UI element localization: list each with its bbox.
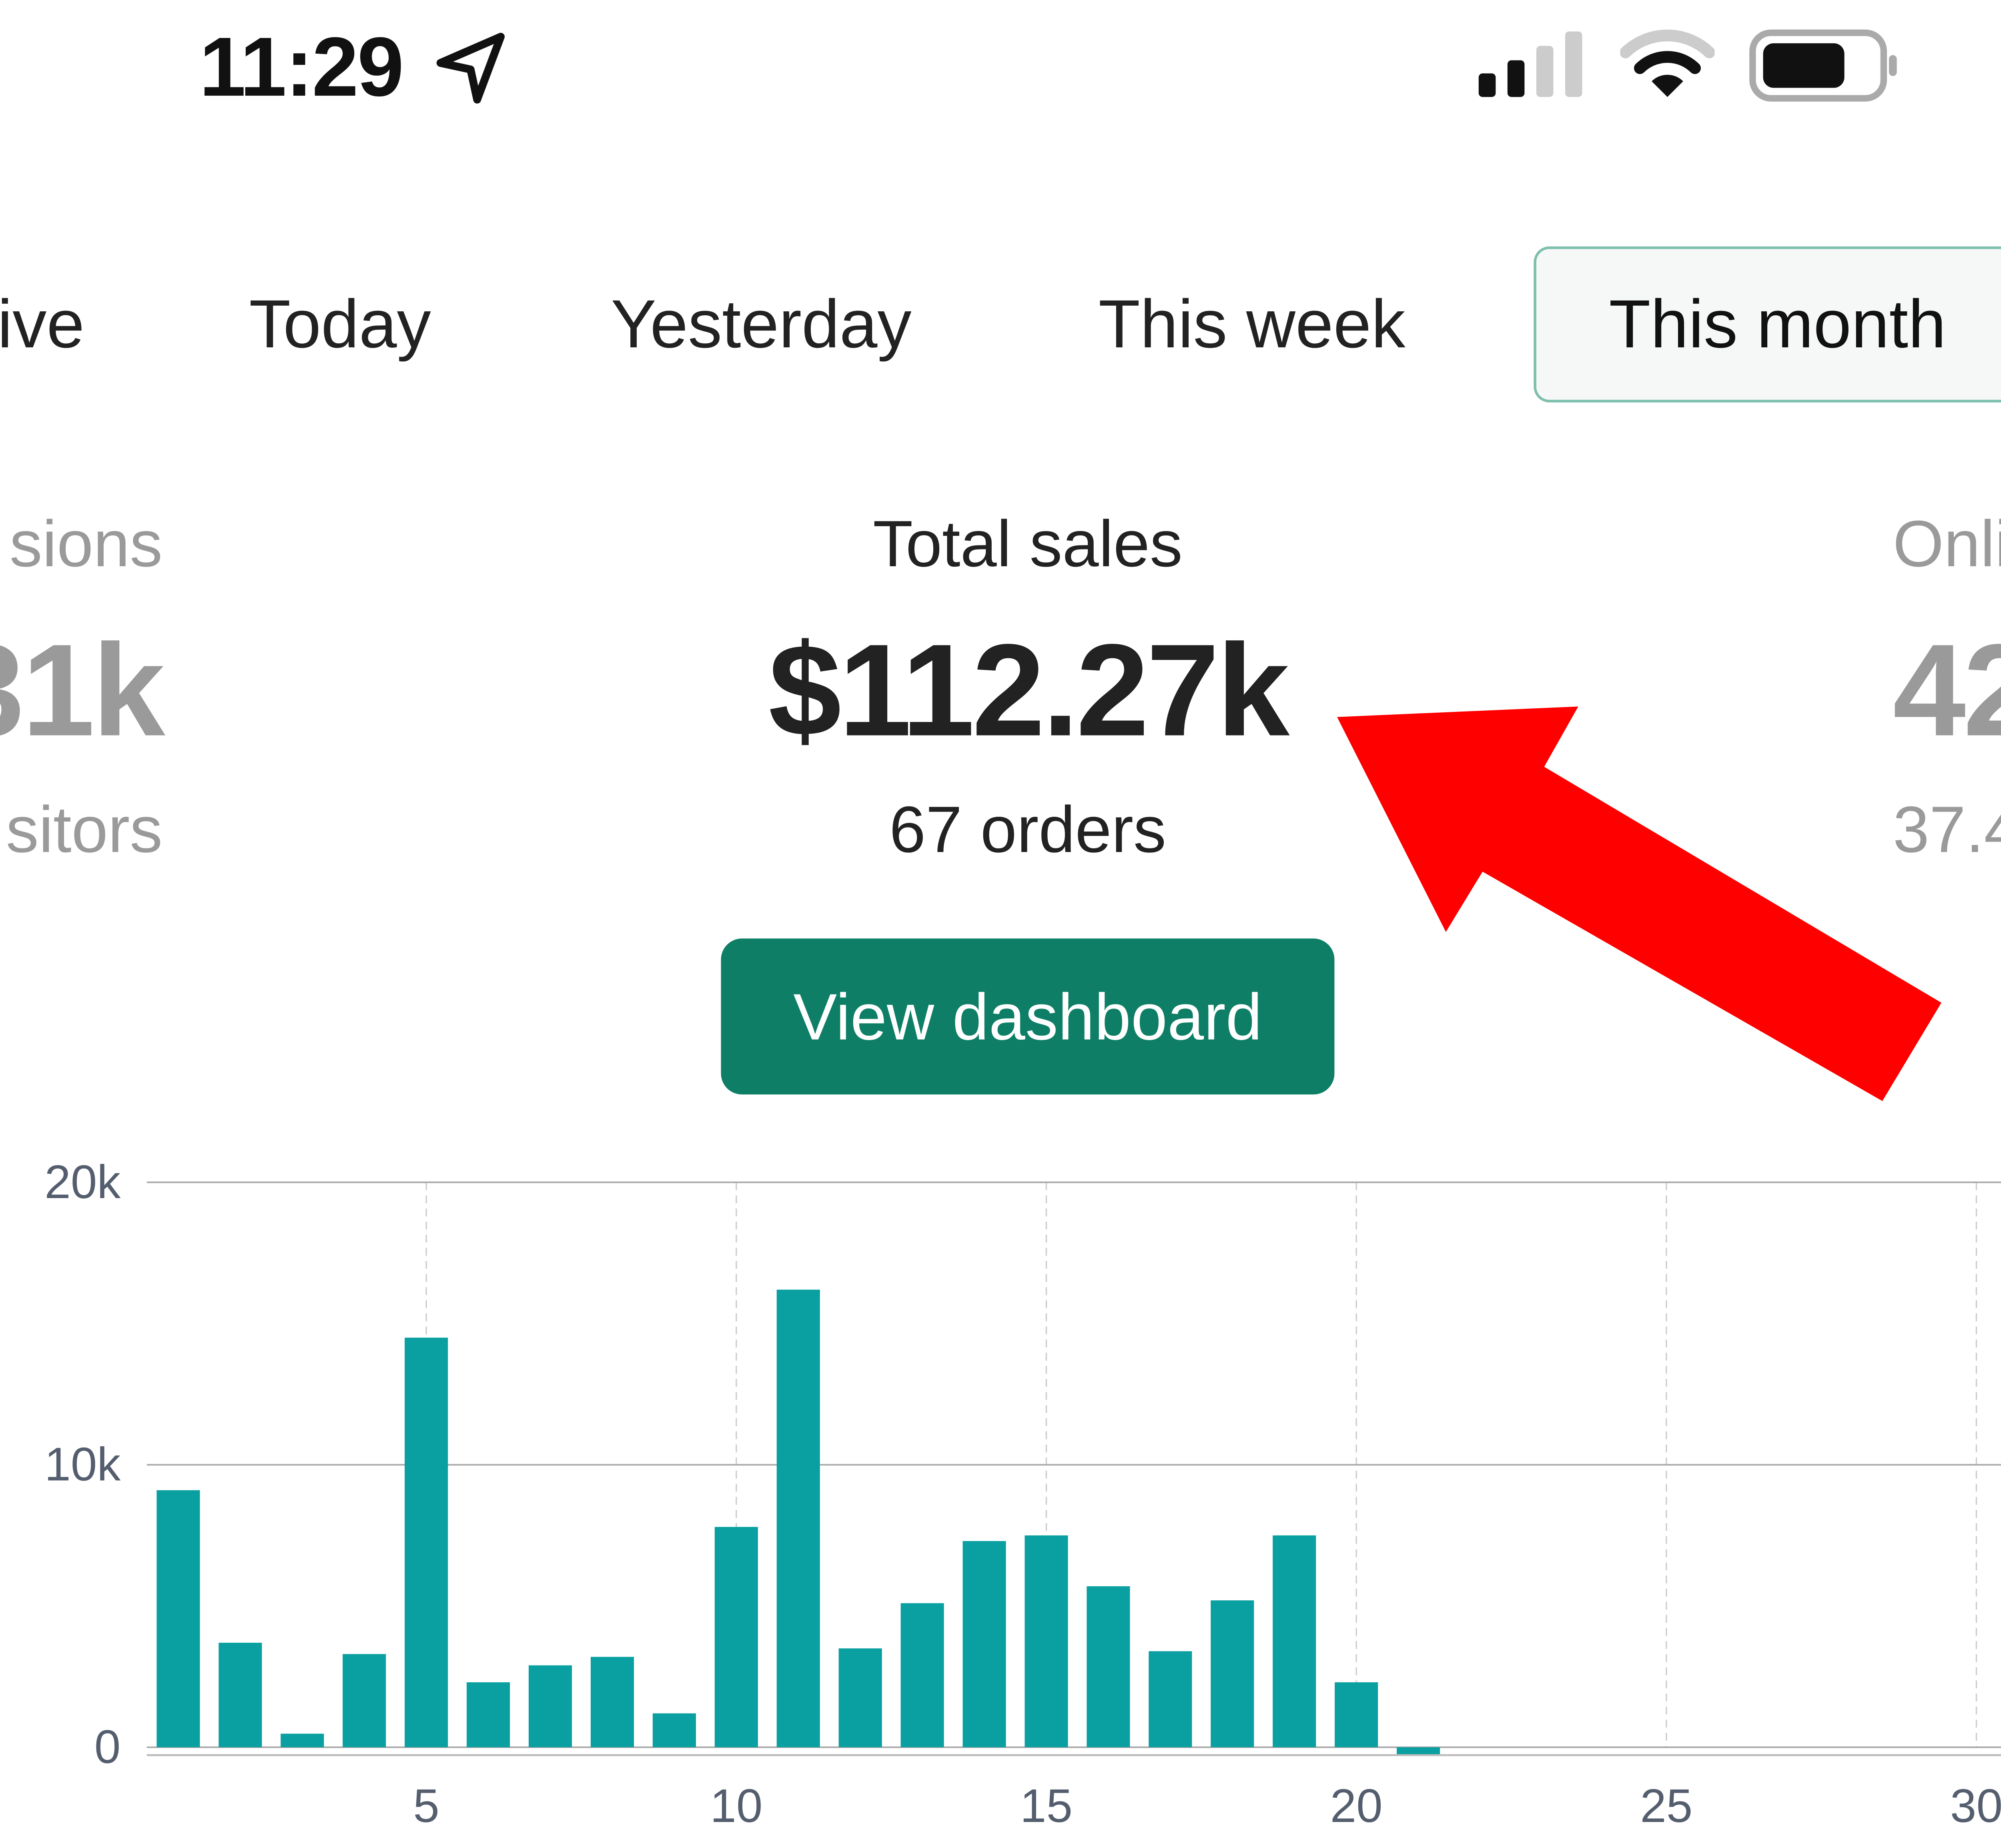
total-sales-label: Total sales [873,507,1183,581]
bar-day-12 [838,1648,882,1748]
tab-today[interactable]: Today [249,287,431,363]
y-tick-label: 20k [44,1155,121,1208]
location-arrow-icon [436,32,505,104]
x-tick-label: 30 [1950,1779,2001,1832]
tab-this-month[interactable]: This month [1534,246,2001,403]
total-sales-value: $112.27k [768,617,1289,764]
bar-day-16 [1087,1586,1130,1748]
y-tick-label: 0 [94,1720,121,1773]
x-tick-label: 15 [1020,1779,1073,1832]
x-tick-label: 10 [710,1779,762,1832]
bar-day-17 [1149,1651,1192,1748]
bar-day-11 [776,1289,820,1748]
tab-label: This month [1609,286,1946,363]
x-tick-label: 25 [1640,1779,1692,1832]
bar-day-7 [529,1665,572,1748]
tab-this-week[interactable]: This week [1098,287,1406,363]
bar-day-3 [281,1734,324,1748]
sessions-value: 31k [0,617,165,764]
bar-day-1 [156,1490,200,1748]
bar-day-13 [900,1603,944,1748]
y-tick-label: 10k [44,1438,121,1491]
tab-live[interactable]: ive [0,287,85,363]
status-time: 11:29 [199,20,404,114]
x-tick-label: 20 [1330,1779,1383,1832]
wifi-icon [1620,29,1715,97]
battery-icon [1749,29,1897,102]
bar-day-8 [590,1657,634,1748]
view-dashboard-button[interactable]: View dashboard [721,938,1335,1095]
sessions-label: sions [9,507,163,581]
visitors-label: sitors [6,793,163,867]
bar-day-10 [714,1527,758,1748]
bar-day-2 [219,1643,262,1748]
sales-bar-chart: 5 10 15 20 25 30 0 10k 20k [44,1155,2001,1832]
bar-day-19 [1273,1535,1316,1748]
bar-day-15 [1025,1535,1068,1748]
bar-day-14 [962,1541,1006,1748]
bar-day-4 [343,1654,386,1748]
bar-day-5 [405,1337,448,1748]
bar-day-6 [467,1682,510,1748]
online-value: 42 [1893,617,2001,764]
orders-count: 67 orders [889,793,1166,867]
online-sub: 37.41 [1893,793,2001,867]
cellular-signal-icon [1478,31,1582,97]
x-tick-label: 5 [413,1779,439,1832]
bar-day-9 [652,1713,696,1748]
bar-day-18 [1211,1600,1254,1748]
online-label: Onlin [1893,507,2001,581]
tab-yesterday[interactable]: Yesterday [611,287,912,363]
bar-day-21 [1397,1747,1440,1756]
bar-day-20 [1335,1682,1378,1748]
